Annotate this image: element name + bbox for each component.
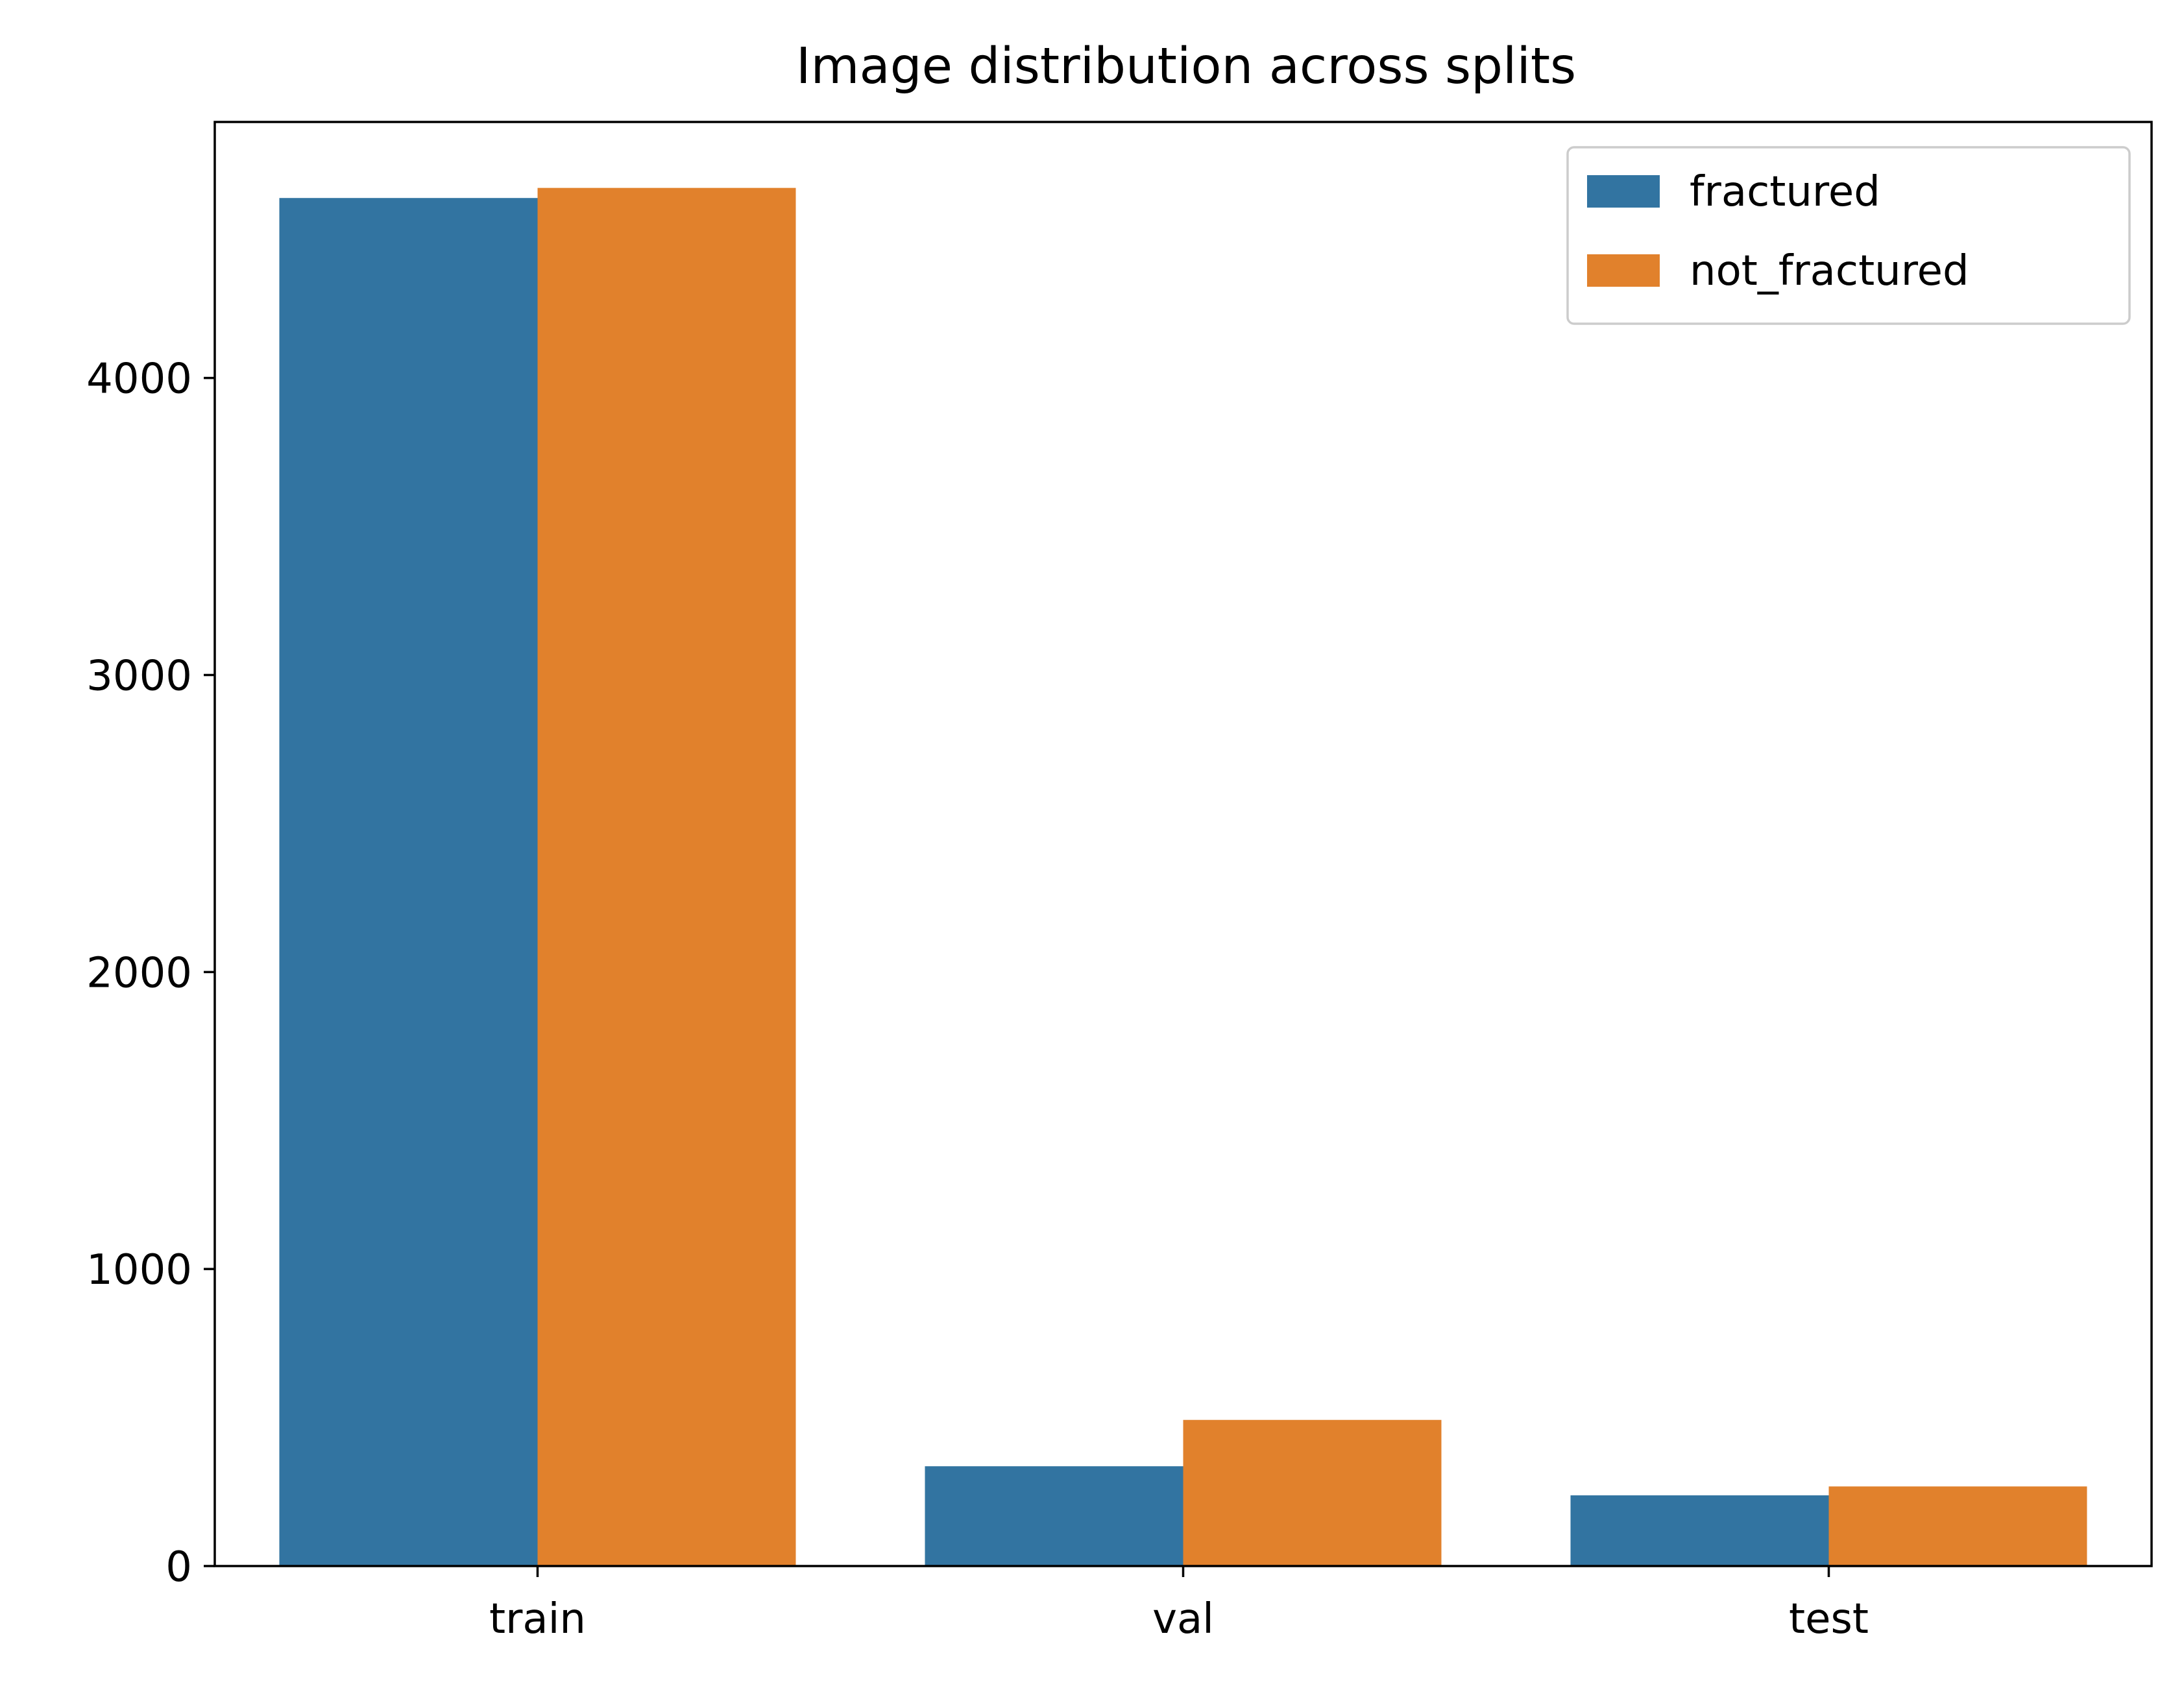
bar-fractured-train [279,198,538,1567]
legend-label-not-fractured: not_fractured [1690,247,1969,295]
bar-not-fractured-train [537,187,796,1566]
y-tick-label: 0 [165,1543,192,1591]
legend-swatch-fractured [1587,175,1660,208]
legend-swatch-not-fractured [1587,254,1660,287]
x-tick-label-val: val [1152,1595,1214,1643]
bar-fractured-test [1570,1495,1829,1566]
chart-title: Image distribution across splits [796,38,1576,95]
legend-label-fractured: fractured [1690,168,1880,216]
bar-not-fractured-val [1183,1419,1442,1566]
axes: 0 1000 2000 3000 4000 train val test [86,121,2153,1643]
bar-not-fractured-test [1828,1486,2087,1566]
legend: fractured not_fractured [1566,146,2131,325]
bars-layer [279,187,2087,1567]
legend-frame [1566,146,2131,325]
y-tick-label: 2000 [86,949,192,997]
y-tick-label: 1000 [86,1246,192,1294]
y-tick-label: 4000 [86,356,192,404]
bar-fractured-val [925,1466,1183,1566]
x-tick-label-test: test [1789,1595,1869,1643]
x-tick-label-train: train [489,1595,586,1643]
y-tick-label: 3000 [86,652,192,700]
